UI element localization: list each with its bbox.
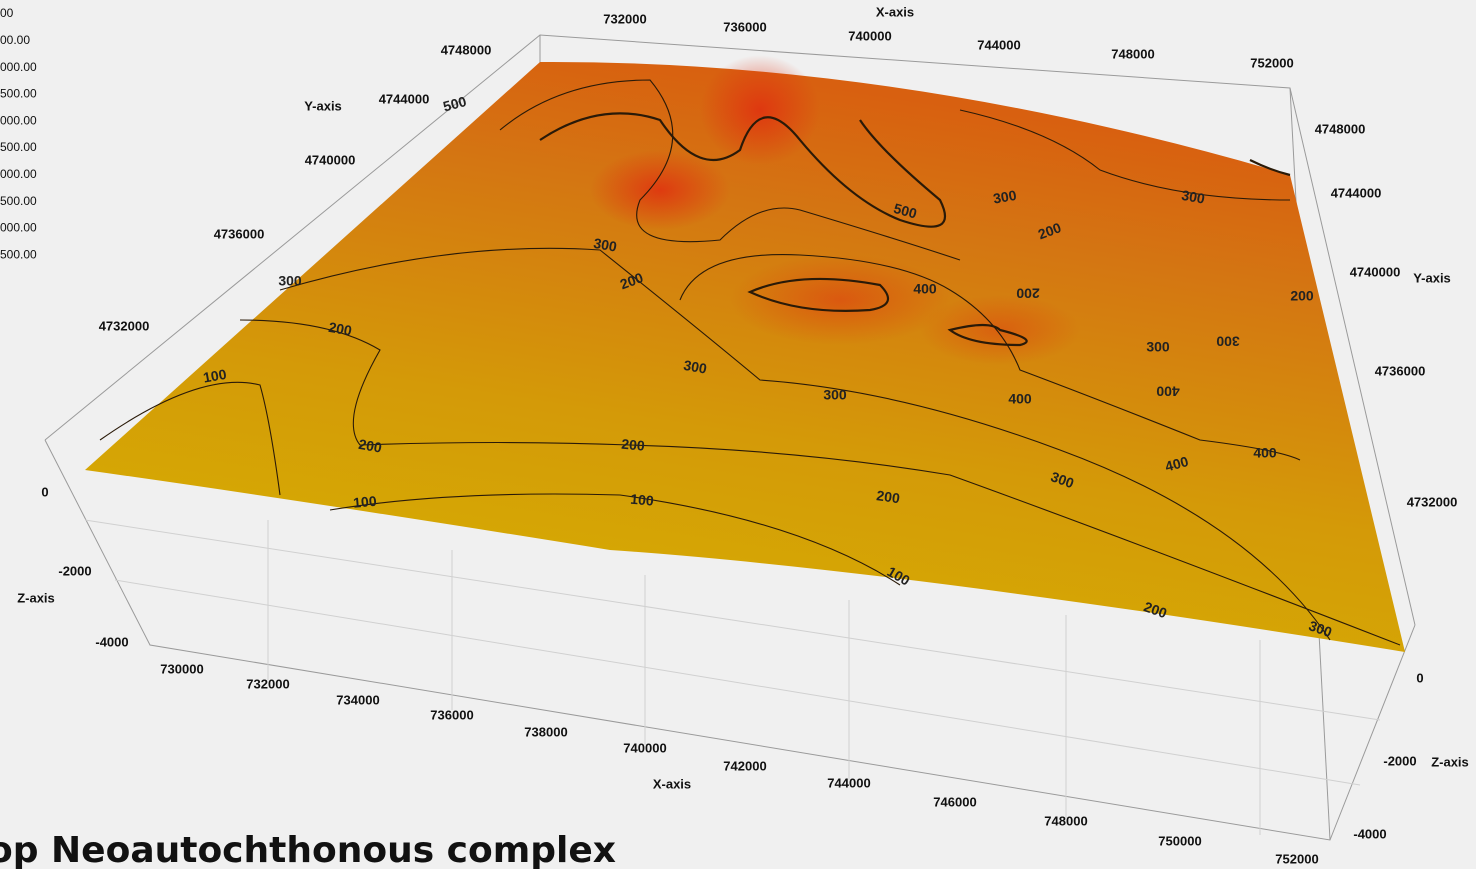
tick-label: 4744000 bbox=[379, 91, 430, 106]
legend-label: 500.00 bbox=[0, 87, 37, 101]
axis-title: X-axis bbox=[876, 4, 914, 19]
tick-label: 748000 bbox=[1111, 46, 1154, 61]
tick-label: 730000 bbox=[160, 661, 203, 676]
tick-label: 746000 bbox=[933, 794, 976, 809]
axis-title: Z-axis bbox=[1431, 754, 1469, 769]
tick-label: -4000 bbox=[1353, 826, 1386, 841]
contour-label: 100 bbox=[630, 491, 655, 509]
tick-label: 4744000 bbox=[1331, 185, 1382, 200]
tick-label: 4740000 bbox=[305, 152, 356, 167]
tick-label: 732000 bbox=[246, 676, 289, 691]
contour-label: 500 bbox=[441, 93, 468, 115]
tick-label: 740000 bbox=[623, 740, 666, 755]
tick-label: 0 bbox=[41, 484, 48, 499]
axis-title: X-axis bbox=[653, 776, 691, 791]
tick-label: 736000 bbox=[430, 707, 473, 722]
contour-label: 400 bbox=[1008, 391, 1032, 407]
tick-label: 4736000 bbox=[214, 226, 265, 241]
contour-label: 200 bbox=[1016, 285, 1040, 301]
contour-label: 300 bbox=[1146, 339, 1170, 355]
tick-label: 752000 bbox=[1275, 851, 1318, 866]
tick-label: 752000 bbox=[1250, 55, 1293, 70]
legend-label: 000.00 bbox=[0, 221, 37, 235]
contour-label: 400 bbox=[1253, 445, 1277, 461]
tick-label: 742000 bbox=[723, 758, 766, 773]
legend-label: 00.00 bbox=[0, 33, 30, 47]
legend-label: 00 bbox=[0, 6, 14, 20]
axis-title: Z-axis bbox=[17, 590, 55, 605]
tick-label: 732000 bbox=[603, 11, 646, 26]
tick-label: 4732000 bbox=[99, 318, 150, 333]
tick-label: 4748000 bbox=[1315, 121, 1366, 136]
tick-label: 4740000 bbox=[1350, 264, 1401, 279]
legend-label: 000.00 bbox=[0, 167, 37, 181]
tick-label: 736000 bbox=[723, 19, 766, 34]
tick-label: 744000 bbox=[977, 37, 1020, 52]
tick-label: -4000 bbox=[95, 634, 128, 649]
tick-label: -2000 bbox=[1383, 753, 1416, 768]
tick-label: 0 bbox=[1416, 670, 1423, 685]
surface bbox=[85, 55, 1405, 652]
contour-label: 300 bbox=[823, 387, 847, 403]
page: { "legend": {"labels": ["00", "00.00", "… bbox=[0, 0, 1476, 869]
tick-label: 748000 bbox=[1044, 813, 1087, 828]
axis-title: Y-axis bbox=[1413, 270, 1451, 285]
legend-label: 500.00 bbox=[0, 247, 37, 261]
contour-label: 400 bbox=[913, 281, 937, 297]
legend-label: 000.00 bbox=[0, 113, 37, 127]
contour-label: 400 bbox=[1156, 383, 1180, 399]
legend-label: 500.00 bbox=[0, 194, 37, 208]
tick-label: 750000 bbox=[1158, 833, 1201, 848]
high-zone bbox=[590, 150, 730, 230]
legend: 00 00.00 000.00 500.00 000.00 500.00 000.00 500… bbox=[0, 6, 37, 261]
surface-view: 0000.00000.00500.00000.00500.00000.00500… bbox=[0, 0, 1476, 869]
tick-label: 4732000 bbox=[1407, 494, 1458, 509]
tick-label: 738000 bbox=[524, 724, 567, 739]
contour-label: 300 bbox=[1216, 333, 1240, 349]
tick-label: 744000 bbox=[827, 775, 870, 790]
contour-label: 100 bbox=[353, 493, 378, 511]
tick-label: -2000 bbox=[58, 563, 91, 578]
page-title: op Neoautochthonous complex bbox=[0, 830, 616, 869]
tick-label: 740000 bbox=[848, 28, 891, 43]
contour-label: 300 bbox=[278, 273, 302, 289]
contour-label: 200 bbox=[1290, 288, 1314, 304]
tick-label: 4748000 bbox=[441, 42, 492, 57]
high-zone bbox=[730, 255, 950, 345]
high-zone bbox=[700, 55, 820, 165]
tick-label: 734000 bbox=[336, 692, 379, 707]
legend-label: 000.00 bbox=[0, 60, 37, 74]
axis-title: Y-axis bbox=[304, 98, 342, 113]
tick-label: 4736000 bbox=[1375, 363, 1426, 378]
contour-label: 200 bbox=[876, 487, 902, 506]
contour-label: 200 bbox=[621, 436, 646, 454]
legend-label: 500.00 bbox=[0, 140, 37, 154]
